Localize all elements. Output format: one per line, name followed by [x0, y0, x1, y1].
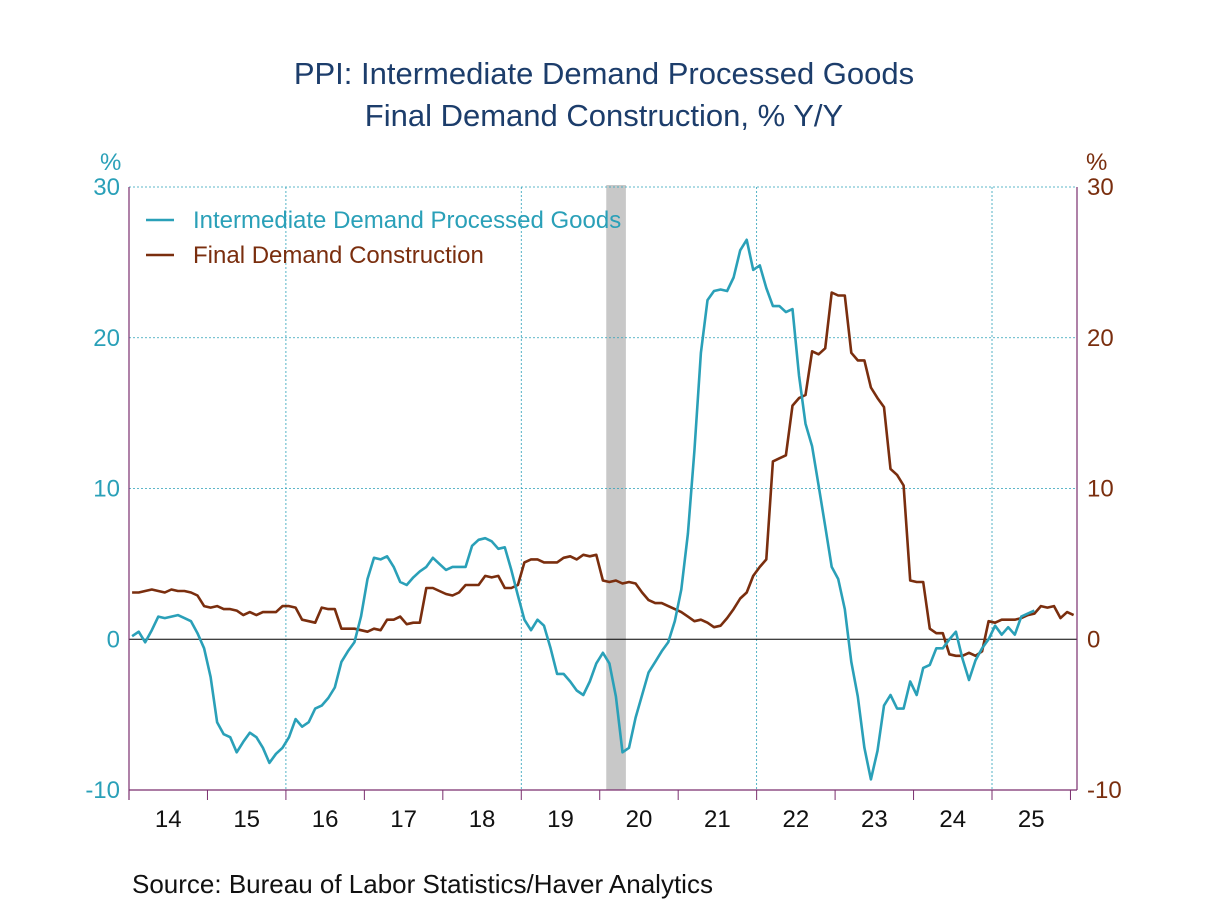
x-tick-label: 17 — [390, 806, 417, 833]
y-right-tick-label: 0 — [1087, 626, 1100, 653]
chart-title-line2: Final Demand Construction, % Y/Y — [365, 98, 843, 133]
legend-label: Intermediate Demand Processed Goods — [193, 207, 621, 234]
y-left-tick-label: 0 — [107, 626, 120, 653]
x-tick-label: 23 — [861, 806, 888, 833]
series-line-intermediate-processed-goods — [131, 238, 1035, 781]
y-left-axis-label: % — [100, 149, 121, 176]
chart-title-line1: PPI: Intermediate Demand Processed Goods — [294, 56, 914, 91]
series-line-final-demand-construction — [132, 291, 1075, 658]
source-note: Source: Bureau of Labor Statistics/Haver… — [132, 869, 713, 899]
x-tick-label: 14 — [155, 806, 182, 833]
x-tick-label: 21 — [704, 806, 731, 833]
y-left-tick-label: -10 — [85, 777, 120, 804]
axis-layer: 30 30 20 20 10 10 0 0 -10 -10 14 15 16 17 18 19 20 21 22 23… — [85, 174, 1121, 833]
y-left-tick-label: 10 — [93, 476, 120, 503]
legend-label: Final Demand Construction — [193, 242, 484, 269]
x-tick-label: 15 — [233, 806, 260, 833]
grid-layer — [129, 186, 1077, 790]
legend: Intermediate Demand Processed Goods Final… — [146, 207, 621, 269]
x-tick-label: 25 — [1018, 806, 1045, 833]
y-right-axis-label: % — [1086, 149, 1107, 176]
series-layer — [131, 238, 1075, 781]
y-left-tick-label: 20 — [93, 325, 120, 352]
x-tick-label: 16 — [312, 806, 339, 833]
x-tick-label: 18 — [469, 806, 496, 833]
y-right-tick-label: -10 — [1087, 777, 1122, 804]
x-tick-label: 22 — [783, 806, 810, 833]
x-tick-label: 20 — [626, 806, 653, 833]
y-right-tick-label: 20 — [1087, 325, 1114, 352]
y-left-tick-label: 30 — [93, 174, 120, 201]
y-right-tick-label: 30 — [1087, 174, 1114, 201]
x-tick-label: 19 — [547, 806, 574, 833]
x-tick-label: 24 — [939, 806, 966, 833]
y-right-tick-label: 10 — [1087, 476, 1114, 503]
